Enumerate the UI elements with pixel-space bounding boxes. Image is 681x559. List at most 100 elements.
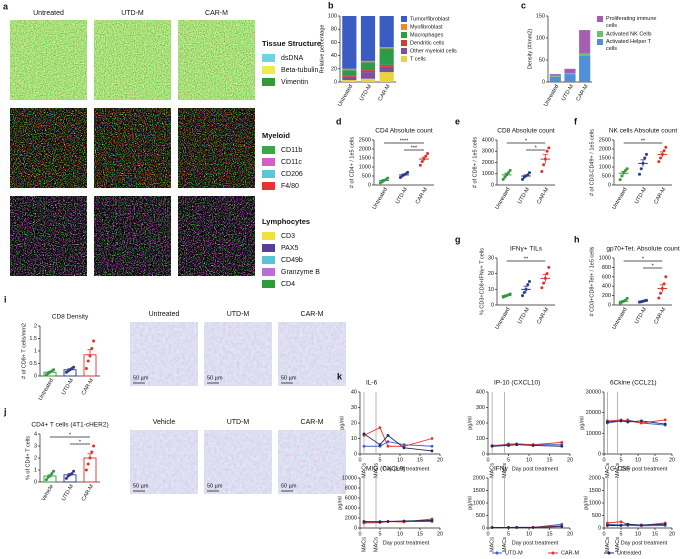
legend-swatch <box>262 78 275 86</box>
series-marker <box>386 434 390 437</box>
x-axis-label: Day post treatment <box>383 466 430 472</box>
series-marker <box>619 520 623 524</box>
x-tick-label: 15 <box>417 457 423 463</box>
y-tick-label: 1.5 <box>29 336 37 342</box>
legend-swatch <box>262 158 275 166</box>
x-tick-label: 10 <box>635 531 641 537</box>
y-tick-label: 6000 <box>345 495 357 501</box>
bar-segment <box>549 76 561 82</box>
ihc-image <box>130 430 198 494</box>
x-tick-label: 20 <box>437 457 443 463</box>
series-marker <box>663 522 667 526</box>
x-tick-label: 0 <box>358 531 361 537</box>
treatment-label: MACs <box>605 463 611 478</box>
data-point <box>527 171 531 175</box>
panel-letter: d <box>336 116 342 126</box>
legend-marker <box>551 551 555 555</box>
image-label: UTD-M <box>227 311 250 318</box>
series-marker <box>640 421 643 425</box>
legend-label: Vimentin <box>281 79 308 86</box>
legend-swatch <box>262 256 275 264</box>
legend-label: CD206 <box>281 171 303 178</box>
x-tick-label: UTD-M <box>61 483 75 502</box>
legend-swatch <box>401 56 407 62</box>
y-tick-label: 3 <box>34 443 37 449</box>
y-tick-label: 40 <box>331 53 337 59</box>
series-marker <box>362 444 366 448</box>
bar-segment <box>549 74 561 76</box>
legend-label: CD3 <box>281 233 295 240</box>
data-point <box>92 444 96 448</box>
y-axis-label: Relative percentage <box>319 25 325 74</box>
data-point <box>86 462 90 466</box>
y-axis-label: pg/ml <box>583 496 589 509</box>
y-tick-label: 500 <box>476 513 485 519</box>
data-point <box>526 283 530 287</box>
x-tick-label: 10 <box>526 457 532 463</box>
legend-label: Granzyme B <box>281 269 320 276</box>
y-tick-label: 500 <box>602 173 611 179</box>
y-tick-label: 300 <box>476 405 485 411</box>
legend-label: Activated Helper T cells <box>606 39 653 52</box>
y-tick-label: 4000 <box>482 137 494 143</box>
image-label: Untreated <box>149 311 180 318</box>
chart-title: CD4+ T cells (4T1-cHER2) <box>31 422 108 429</box>
y-tick-label: 0 <box>542 79 545 85</box>
data-point <box>644 152 648 156</box>
significance-label: * <box>535 145 538 151</box>
y-axis-label: pg/ml <box>339 416 345 429</box>
x-tick-label: 5 <box>378 531 381 537</box>
significance-label: * <box>69 432 72 438</box>
bar-segment <box>579 55 591 82</box>
panel-letter: e <box>455 116 460 126</box>
treatment-label: MACs <box>615 463 621 478</box>
y-tick-label: 1 <box>34 467 37 473</box>
treatment-label: MACs <box>605 537 611 552</box>
data-point <box>659 291 663 295</box>
data-point <box>547 265 551 269</box>
y-axis-label: Density (#/mm2) <box>527 29 533 70</box>
x-tick-label: CAR-M <box>653 306 667 325</box>
series-marker <box>386 444 390 448</box>
data-point <box>406 170 410 174</box>
y-tick-label: 1500 <box>359 155 371 161</box>
scale-bar-label: 50 µm <box>133 483 149 489</box>
data-point <box>420 160 424 164</box>
legend-marker <box>607 551 611 555</box>
treatment-label: MACs <box>490 463 496 478</box>
y-tick-label: 10000 <box>342 475 357 481</box>
treatment-label: MACs <box>615 537 621 552</box>
y-tick-label: 1500 <box>589 488 601 494</box>
legend-label: Macrophages <box>410 32 444 38</box>
microscopy-image <box>94 196 171 276</box>
legend-swatch <box>262 54 275 62</box>
y-tick-label: 100 <box>476 436 485 442</box>
column-label: Untreated <box>33 10 64 17</box>
legend-label: T cells <box>410 56 426 62</box>
y-tick-label: 4 <box>34 431 37 437</box>
legend-swatch <box>262 182 275 190</box>
y-tick-label: 1000 <box>599 255 611 261</box>
y-tick-label: 400 <box>476 389 485 395</box>
y-tick-label: 0 <box>482 525 485 531</box>
chart-title: CD8 Density <box>52 314 89 321</box>
y-tick-label: 2500 <box>599 137 611 143</box>
data-point <box>84 367 88 370</box>
legend-label: Proliferating immune cells <box>606 16 658 29</box>
legend-label: Tumor/fibroblast <box>410 16 450 22</box>
y-tick-label: 500 <box>362 173 371 179</box>
series-marker <box>430 449 434 453</box>
legend-swatch <box>401 40 407 46</box>
ihc-image <box>204 430 272 494</box>
data-point <box>639 167 643 171</box>
x-tick-label: 15 <box>546 457 552 463</box>
bar-segment <box>379 16 394 48</box>
y-tick-label: 2000 <box>599 146 611 152</box>
bar-segment <box>360 62 376 71</box>
treatment-label: MACs <box>361 463 367 478</box>
series-marker <box>430 444 434 448</box>
image-label: Vehicle <box>153 419 176 426</box>
bar-segment <box>379 47 394 49</box>
data-point <box>664 145 668 149</box>
